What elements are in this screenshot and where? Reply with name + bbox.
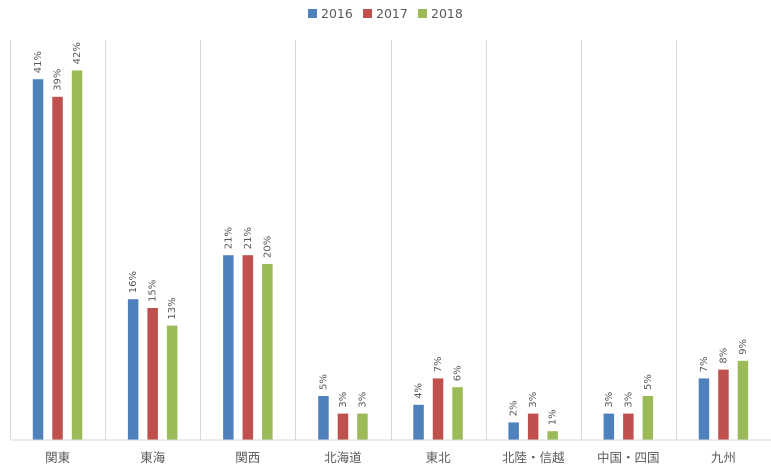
legend-item-2018: 2018 [418,6,463,21]
data-label: 7% [433,357,444,373]
bar-2017 [242,255,254,440]
bar-2017 [432,378,444,440]
data-label: 1% [548,409,559,425]
data-label: 21% [223,227,234,249]
data-label: 9% [738,339,749,355]
bar-2017 [337,413,349,440]
chart-legend: 2016 2017 2018 [308,6,463,21]
category-label: 関東 [45,450,71,465]
legend-label: 2017 [376,6,408,21]
bar-2016 [508,422,519,440]
bar-2016 [603,413,615,440]
data-label: 2% [509,401,520,417]
data-label: 15% [148,280,159,302]
bar-2018 [642,396,654,440]
category-label: 九州 [711,450,736,465]
bars [32,70,749,441]
bar-2016 [32,79,44,440]
category-labels: 関東 東海 関西 北海道 東北 北陸・信越 中国・四国 九州 [45,450,736,465]
data-label: 42% [72,42,83,64]
bar-2016 [413,404,424,440]
data-labels: 41% 39% 42% 16% 15% 13% 21% 21% 20% 5% 3% 3% 4% 7% 6% 2… [33,42,749,425]
legend-label: 2016 [321,6,353,21]
data-label: 3% [623,392,634,408]
category-separators [10,40,677,440]
bar-2017 [527,413,539,440]
data-label: 13% [167,297,178,319]
bar-2018 [166,325,178,440]
data-label: 3% [604,392,615,408]
bar-2016 [698,378,710,440]
bar-2017 [52,96,63,441]
bar-2018 [262,264,273,440]
data-label: 3% [528,392,539,408]
legend-item-2017: 2017 [363,6,408,21]
data-label: 3% [357,392,368,408]
category-label: 北陸・信越 [502,450,565,465]
legend-label: 2018 [431,6,463,21]
data-label: 41% [33,51,44,73]
data-label: 4% [414,383,425,399]
data-label: 8% [718,348,729,364]
bar-2016 [127,299,139,440]
bar-2018 [452,387,463,440]
data-label: 5% [643,374,654,390]
bar-2016 [223,255,234,440]
bar-2018 [357,413,368,440]
legend-item-2016: 2016 [308,6,353,21]
category-label: 関西 [235,450,260,465]
data-label: 20% [262,236,273,258]
category-label: 東海 [140,450,166,465]
bar-2016 [318,396,329,440]
bar-2017 [718,369,729,440]
data-label: 7% [699,357,710,373]
legend-swatch [363,9,372,18]
bar-2017 [147,308,158,440]
data-label: 16% [128,271,139,293]
data-label: 3% [338,392,349,408]
legend-swatch [418,9,427,18]
bar-2017 [623,413,634,440]
data-label: 5% [318,374,329,390]
bar-2018 [71,70,83,441]
data-label: 39% [53,69,64,91]
data-label: 6% [453,365,464,381]
category-label: 東北 [426,450,452,465]
category-label: 中国・四国 [597,450,660,465]
data-label: 21% [243,227,254,249]
category-label: 北海道 [324,450,362,465]
bar-2018 [547,431,558,440]
bar-2018 [737,360,749,440]
legend-swatch [308,9,317,18]
